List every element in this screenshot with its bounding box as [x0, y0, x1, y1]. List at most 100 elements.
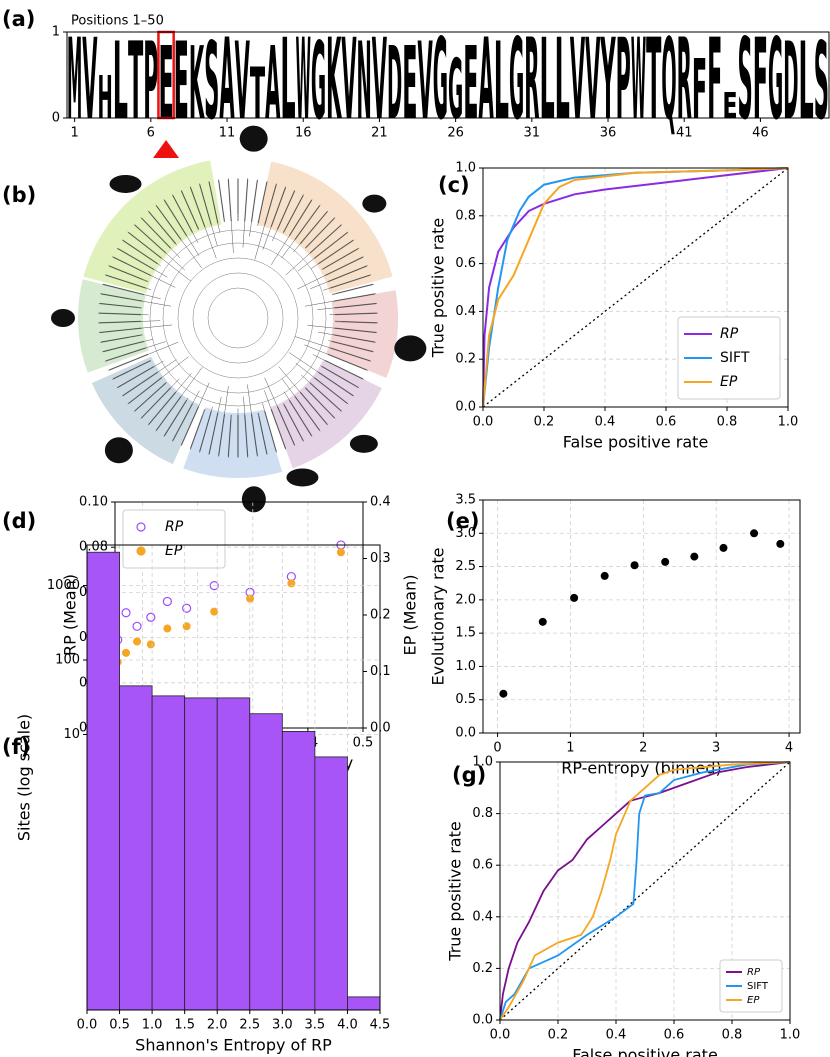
logo-letter: E — [722, 86, 737, 127]
data-point — [719, 543, 728, 552]
x-tick-label: 16 — [295, 126, 312, 141]
logo-letter: R — [677, 15, 692, 145]
y-tick-label: 0.6 — [472, 858, 493, 873]
x-tick-label: 0.2 — [534, 415, 555, 430]
tip-label — [208, 181, 219, 224]
tip-label — [299, 391, 328, 425]
data-point — [336, 548, 345, 557]
x-tick-label: 36 — [600, 126, 617, 141]
logo-letter: W — [631, 15, 646, 145]
logo-letter: G — [448, 42, 463, 138]
tip-label — [101, 293, 143, 302]
y-tick-label: 1 — [52, 25, 60, 40]
tip-label — [101, 334, 143, 343]
data-point — [162, 596, 172, 607]
logo-letter: L — [799, 21, 814, 144]
data-point — [133, 637, 142, 646]
tip-label — [172, 194, 193, 233]
tip-label — [199, 411, 212, 452]
animal-silhouette — [51, 309, 75, 327]
plot-frame — [86, 544, 381, 1011]
x-tick-label: 11 — [219, 126, 236, 141]
data-point — [246, 594, 255, 603]
logo-letter: K — [326, 15, 342, 145]
plot-frame — [499, 761, 791, 1021]
logo-letter: L — [113, 21, 128, 144]
histogram-bar — [347, 996, 381, 1011]
tip-label — [163, 399, 188, 437]
tip-label — [321, 247, 359, 271]
tip-label — [309, 382, 342, 412]
logo-letter: A — [478, 15, 493, 145]
data-point — [146, 612, 156, 622]
logo-letter: Y — [600, 15, 616, 145]
tip-label — [331, 283, 374, 296]
tip-label — [330, 274, 371, 289]
data-point — [661, 557, 670, 566]
phylogenetic-tree — [51, 125, 427, 513]
tip-label — [128, 377, 162, 405]
y-tick-label: 0.08 — [79, 540, 108, 555]
panel-label: (d) — [2, 509, 36, 533]
tip-label — [112, 256, 152, 277]
animal-silhouette — [349, 434, 378, 453]
animal-silhouette — [241, 486, 266, 513]
tip-label — [257, 181, 268, 224]
data-point — [499, 689, 508, 698]
data-point — [122, 648, 131, 657]
logo-letter: H — [97, 63, 112, 132]
tip-label — [333, 334, 375, 343]
panel-label: (g) — [452, 763, 486, 787]
tip-label — [134, 382, 167, 412]
tip-label — [172, 403, 193, 442]
histogram-bar — [281, 731, 316, 1011]
logo-letter: V — [570, 15, 585, 145]
logo-letter: S — [814, 21, 829, 144]
x-tick-label: 3 — [712, 741, 720, 756]
tip-label — [294, 396, 321, 431]
legend-swatch — [136, 522, 146, 532]
x-tick-label: 2.5 — [239, 1018, 260, 1033]
legend-frame — [677, 316, 781, 400]
logo-letter: V — [235, 21, 250, 144]
legend-label: SIFT — [747, 981, 769, 992]
axes: 0.0 0.2 0.4 0.6 0.8 1.0 0.0 0.2 0.4 0.6 0.8 1.0 Fals… — [446, 755, 801, 1057]
logo-letter: D — [387, 25, 402, 142]
logo-letter: L — [539, 15, 554, 145]
tip-label — [155, 205, 182, 240]
legend-label: EP — [165, 543, 183, 559]
roc-curve — [482, 167, 789, 408]
tip-label — [122, 371, 158, 397]
legend-frame — [122, 509, 226, 569]
panel-label: (c) — [438, 173, 470, 197]
x-tick-label: 2 — [639, 741, 647, 756]
clade-sector — [270, 359, 382, 469]
marks — [499, 761, 791, 1021]
y-tick-label: 0 — [52, 111, 60, 126]
tip-label — [163, 199, 188, 237]
logo-letter: E — [463, 25, 478, 142]
tip-label — [314, 231, 348, 259]
x-tick-label: 21 — [371, 126, 388, 141]
tip-label — [112, 359, 152, 380]
tree-ring — [177, 257, 299, 379]
tip-label — [99, 312, 142, 316]
histogram-bar — [216, 697, 251, 1011]
histogram-bar — [314, 756, 348, 1011]
tip-label — [189, 408, 206, 449]
logo-letter: F — [753, 15, 768, 145]
tree-ring — [149, 229, 327, 407]
tip-label — [304, 387, 335, 419]
tip-label — [102, 283, 145, 296]
x-axis-label: False positive rate — [563, 433, 709, 452]
histogram-bar — [249, 713, 283, 1011]
x-tick-label: 41 — [676, 126, 693, 141]
logo-letter: G — [311, 21, 326, 144]
tip-label — [270, 187, 287, 228]
tip-label — [189, 187, 206, 228]
data-point — [750, 529, 759, 538]
panel-label: (e) — [446, 509, 479, 533]
legend-label: RP — [747, 967, 761, 978]
logo-letter: Q — [661, 15, 676, 145]
